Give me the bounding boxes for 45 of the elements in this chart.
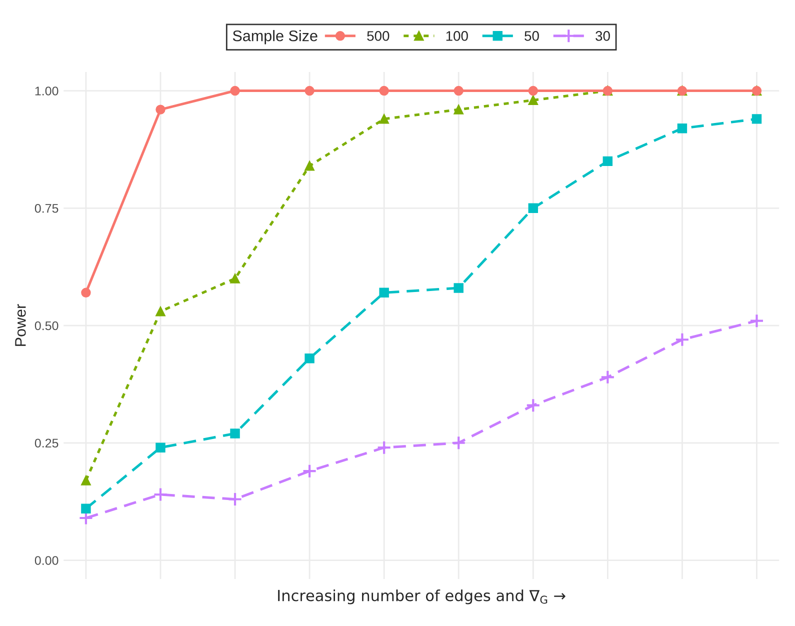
point — [304, 161, 314, 171]
point — [454, 104, 464, 114]
y-tick-label: 0.00 — [34, 556, 58, 565]
legend-label: 50 — [524, 31, 539, 41]
point — [376, 440, 392, 455]
y-tick-label: 0.50 — [34, 321, 58, 330]
point — [451, 436, 466, 450]
y-tick-label: 1.00 — [35, 86, 58, 96]
point — [81, 476, 91, 486]
point — [304, 86, 314, 96]
point — [749, 314, 764, 328]
y-tick-label: 0.25 — [34, 438, 58, 448]
point — [81, 504, 91, 514]
point — [379, 288, 389, 298]
point — [674, 332, 690, 347]
point — [81, 288, 91, 298]
y-axis-title: Power — [15, 304, 26, 346]
x-axis-title: Increasing number of edges and ∇$_{G}$ → — [278, 589, 566, 604]
point — [528, 86, 538, 96]
point — [454, 86, 464, 96]
point — [752, 114, 762, 124]
point — [526, 398, 540, 413]
point — [602, 156, 613, 166]
point — [600, 370, 615, 384]
point — [230, 86, 240, 96]
legend-label: 30 — [596, 31, 610, 41]
point — [302, 464, 317, 478]
point — [230, 274, 240, 284]
point — [156, 306, 166, 316]
point — [528, 95, 538, 106]
point — [454, 283, 464, 293]
legend-title: Sample Size — [232, 30, 318, 44]
legend-label: 100 — [446, 31, 468, 41]
point — [528, 203, 538, 214]
point — [153, 487, 168, 502]
y-tick-label: 0.75 — [34, 204, 58, 213]
point — [677, 123, 688, 134]
point — [156, 104, 166, 114]
legend-label: 500 — [367, 31, 390, 41]
point — [228, 492, 242, 507]
point — [379, 114, 389, 124]
point — [379, 86, 389, 96]
point — [304, 354, 314, 364]
point — [156, 442, 166, 452]
point — [230, 428, 240, 438]
